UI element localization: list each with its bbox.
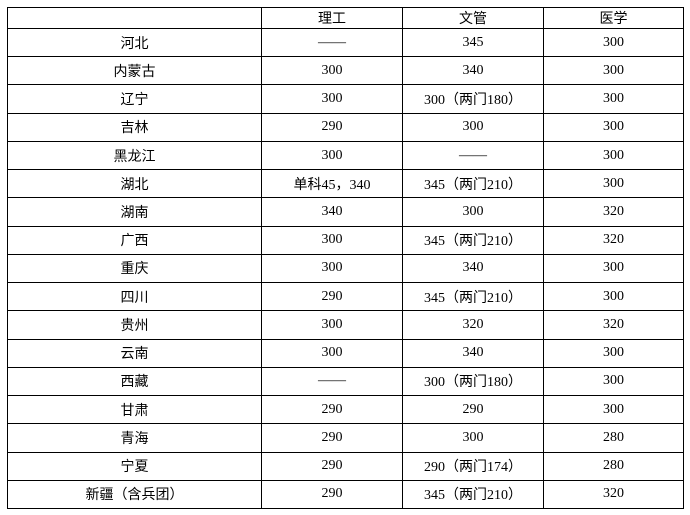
table-row: 西藏 —— 300（两门180） 300 [7, 366, 684, 397]
table-row: 重庆 300 340 300 [7, 253, 684, 284]
table-row: 内蒙古 300 340 300 [7, 56, 684, 86]
ligong-score-cell: 300 [261, 84, 403, 114]
wenguan-score-cell: 345（两门210） [402, 479, 544, 510]
region-cell: 吉林 [7, 112, 262, 142]
table-row: 辽宁 300 300（两门180） 300 [7, 84, 684, 114]
yixue-score-cell: 300 [543, 56, 684, 86]
wenguan-score-cell: 345 [402, 27, 544, 58]
ligong-score-cell: 290 [261, 112, 403, 142]
wenguan-score-cell: 300（两门180） [402, 366, 544, 397]
yixue-score-cell: 300 [543, 395, 684, 425]
yixue-score-cell: 300 [543, 140, 684, 171]
wenguan-score-cell: 340 [402, 338, 544, 368]
region-cell: 黑龙江 [7, 140, 262, 171]
yixue-score-cell: 320 [543, 479, 684, 510]
region-cell: 新疆（含兵团） [7, 479, 262, 510]
region-cell: 甘肃 [7, 395, 262, 425]
wenguan-score-cell: 290 [402, 395, 544, 425]
yixue-score-cell: 300 [543, 253, 684, 284]
region-cell: 青海 [7, 423, 262, 453]
wenguan-score-cell: 300（两门180） [402, 84, 544, 114]
table-row: 四川 290 345（两门210） 300 [7, 282, 684, 312]
column-header-ligong: 理工 [261, 7, 403, 29]
wenguan-score-cell: 290（两门174） [402, 451, 544, 481]
ligong-score-cell: 300 [261, 225, 403, 255]
column-header-wenguan: 文管 [402, 7, 544, 29]
table-row: 贵州 300 320 320 [7, 310, 684, 340]
table-row: 河北 —— 345 300 [7, 27, 684, 58]
ligong-score-cell: 290 [261, 282, 403, 312]
region-cell: 广西 [7, 225, 262, 255]
region-cell: 内蒙古 [7, 56, 262, 86]
table-row: 云南 300 340 300 [7, 338, 684, 368]
ligong-score-cell: 300 [261, 310, 403, 340]
yixue-score-cell: 280 [543, 423, 684, 453]
ligong-score-cell: 340 [261, 197, 403, 227]
wenguan-score-cell: 300 [402, 197, 544, 227]
header-row: 理工 文管 医学 [7, 7, 684, 29]
ligong-score-cell: 300 [261, 253, 403, 284]
region-cell: 四川 [7, 282, 262, 312]
table-row: 湖北 单科45，340 345（两门210） 300 [7, 169, 684, 199]
ligong-score-cell: 290 [261, 479, 403, 510]
yixue-score-cell: 300 [543, 282, 684, 312]
table-row: 宁夏 290 290（两门174） 280 [7, 451, 684, 481]
ligong-score-cell: —— [261, 366, 403, 397]
ligong-score-cell: 300 [261, 56, 403, 86]
region-cell: 湖北 [7, 169, 262, 199]
region-cell: 贵州 [7, 310, 262, 340]
table-row: 青海 290 300 280 [7, 423, 684, 453]
wenguan-score-cell: —— [402, 140, 544, 171]
wenguan-score-cell: 345（两门210） [402, 169, 544, 199]
ligong-score-cell: 300 [261, 338, 403, 368]
region-cell: 云南 [7, 338, 262, 368]
table-row: 湖南 340 300 320 [7, 197, 684, 227]
wenguan-score-cell: 345（两门210） [402, 282, 544, 312]
table-row: 甘肃 290 290 300 [7, 395, 684, 425]
table-row: 广西 300 345（两门210） 320 [7, 225, 684, 255]
table-row: 吉林 290 300 300 [7, 112, 684, 142]
yixue-score-cell: 320 [543, 225, 684, 255]
region-cell: 湖南 [7, 197, 262, 227]
score-table: 理工 文管 医学 河北 —— 345 300 内蒙古 300 340 300 辽宁 300 300（两门… [7, 7, 684, 510]
column-header-region [7, 7, 262, 29]
region-cell: 辽宁 [7, 84, 262, 114]
region-cell: 河北 [7, 27, 262, 58]
ligong-score-cell: —— [261, 27, 403, 58]
yixue-score-cell: 320 [543, 197, 684, 227]
wenguan-score-cell: 320 [402, 310, 544, 340]
region-cell: 西藏 [7, 366, 262, 397]
wenguan-score-cell: 340 [402, 253, 544, 284]
yixue-score-cell: 300 [543, 84, 684, 114]
ligong-score-cell: 290 [261, 423, 403, 453]
yixue-score-cell: 300 [543, 169, 684, 199]
ligong-score-cell: 290 [261, 451, 403, 481]
wenguan-score-cell: 300 [402, 112, 544, 142]
region-cell: 重庆 [7, 253, 262, 284]
ligong-score-cell: 300 [261, 140, 403, 171]
ligong-score-cell: 290 [261, 395, 403, 425]
wenguan-score-cell: 340 [402, 56, 544, 86]
column-header-yixue: 医学 [543, 7, 684, 29]
table-body: 河北 —— 345 300 内蒙古 300 340 300 辽宁 300 300（两门180） 300… [7, 27, 684, 510]
yixue-score-cell: 320 [543, 310, 684, 340]
wenguan-score-cell: 300 [402, 423, 544, 453]
region-cell: 宁夏 [7, 451, 262, 481]
yixue-score-cell: 300 [543, 112, 684, 142]
yixue-score-cell: 300 [543, 338, 684, 368]
table-row: 黑龙江 300 —— 300 [7, 140, 684, 171]
table-row: 新疆（含兵团） 290 345（两门210） 320 [7, 479, 684, 510]
yixue-score-cell: 300 [543, 27, 684, 58]
yixue-score-cell: 300 [543, 366, 684, 397]
wenguan-score-cell: 345（两门210） [402, 225, 544, 255]
ligong-score-cell: 单科45，340 [261, 169, 403, 199]
yixue-score-cell: 280 [543, 451, 684, 481]
